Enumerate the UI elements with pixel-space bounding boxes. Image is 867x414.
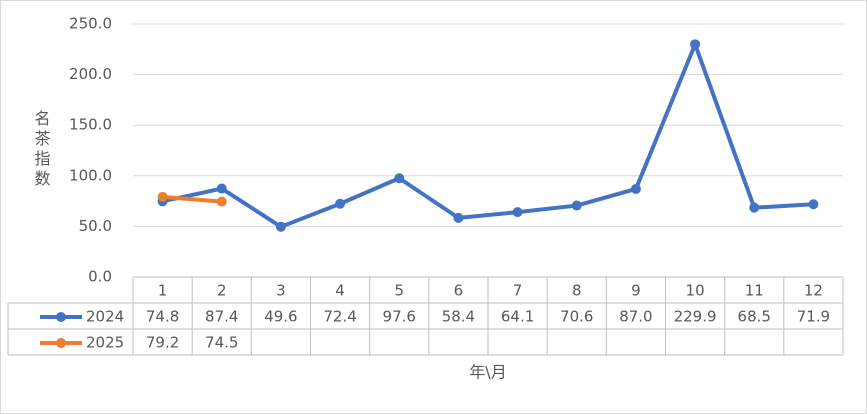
series-line (162, 42, 814, 229)
data-point (275, 221, 286, 232)
x-tick-label: 1 (158, 282, 168, 300)
y-tick-label: 0.0 (88, 268, 112, 286)
data-label: 64.1 (501, 308, 534, 326)
x-tick-label: 8 (572, 282, 582, 300)
data-point (749, 202, 760, 213)
series-line (162, 194, 222, 204)
data-point (453, 212, 464, 223)
data-point (630, 183, 641, 194)
data-point (571, 200, 582, 211)
data-label: 87.4 (205, 308, 238, 326)
y-tick-label: 200.0 (69, 65, 112, 83)
data-label: 58.4 (442, 308, 475, 326)
y-tick-label: 250.0 (69, 15, 112, 33)
legend-label: 2025 (86, 334, 124, 352)
data-label: 70.6 (560, 308, 593, 326)
data-label: 71.9 (797, 308, 830, 326)
data-point (808, 199, 819, 210)
x-tick-label: 11 (745, 282, 764, 300)
x-tick-label: 2 (217, 282, 227, 300)
x-tick-label: 12 (804, 282, 823, 300)
data-point (394, 173, 405, 184)
legend-label: 2024 (86, 308, 124, 326)
legend-marker (56, 312, 66, 322)
data-label: 87.0 (619, 308, 652, 326)
x-axis-label: 年\月 (469, 363, 506, 382)
data-point (216, 183, 227, 194)
x-tick-label: 3 (276, 282, 286, 300)
y-axis-label: 名茶指数 (32, 110, 51, 190)
x-tick-label: 10 (686, 282, 705, 300)
data-label: 72.4 (323, 308, 356, 326)
data-point (690, 39, 701, 50)
x-tick-label: 7 (513, 282, 523, 300)
data-label: 74.8 (146, 308, 179, 326)
y-tick-label: 100.0 (69, 166, 112, 184)
data-label: 229.9 (674, 308, 717, 326)
x-tick-label: 9 (631, 282, 641, 300)
x-tick-label: 4 (335, 282, 345, 300)
data-label: 68.5 (738, 308, 771, 326)
legend-marker (56, 338, 66, 348)
y-tick-label: 50.0 (79, 217, 112, 235)
data-point (512, 207, 523, 218)
data-point (335, 198, 346, 209)
x-tick-label: 5 (394, 282, 404, 300)
x-tick-label: 6 (454, 282, 464, 300)
data-point (216, 196, 227, 207)
data-label: 97.6 (383, 308, 416, 326)
data-label: 79.2 (146, 334, 179, 352)
y-tick-label: 150.0 (69, 116, 112, 134)
data-label: 49.6 (264, 308, 297, 326)
data-point (157, 191, 168, 202)
data-label: 74.5 (205, 334, 238, 352)
